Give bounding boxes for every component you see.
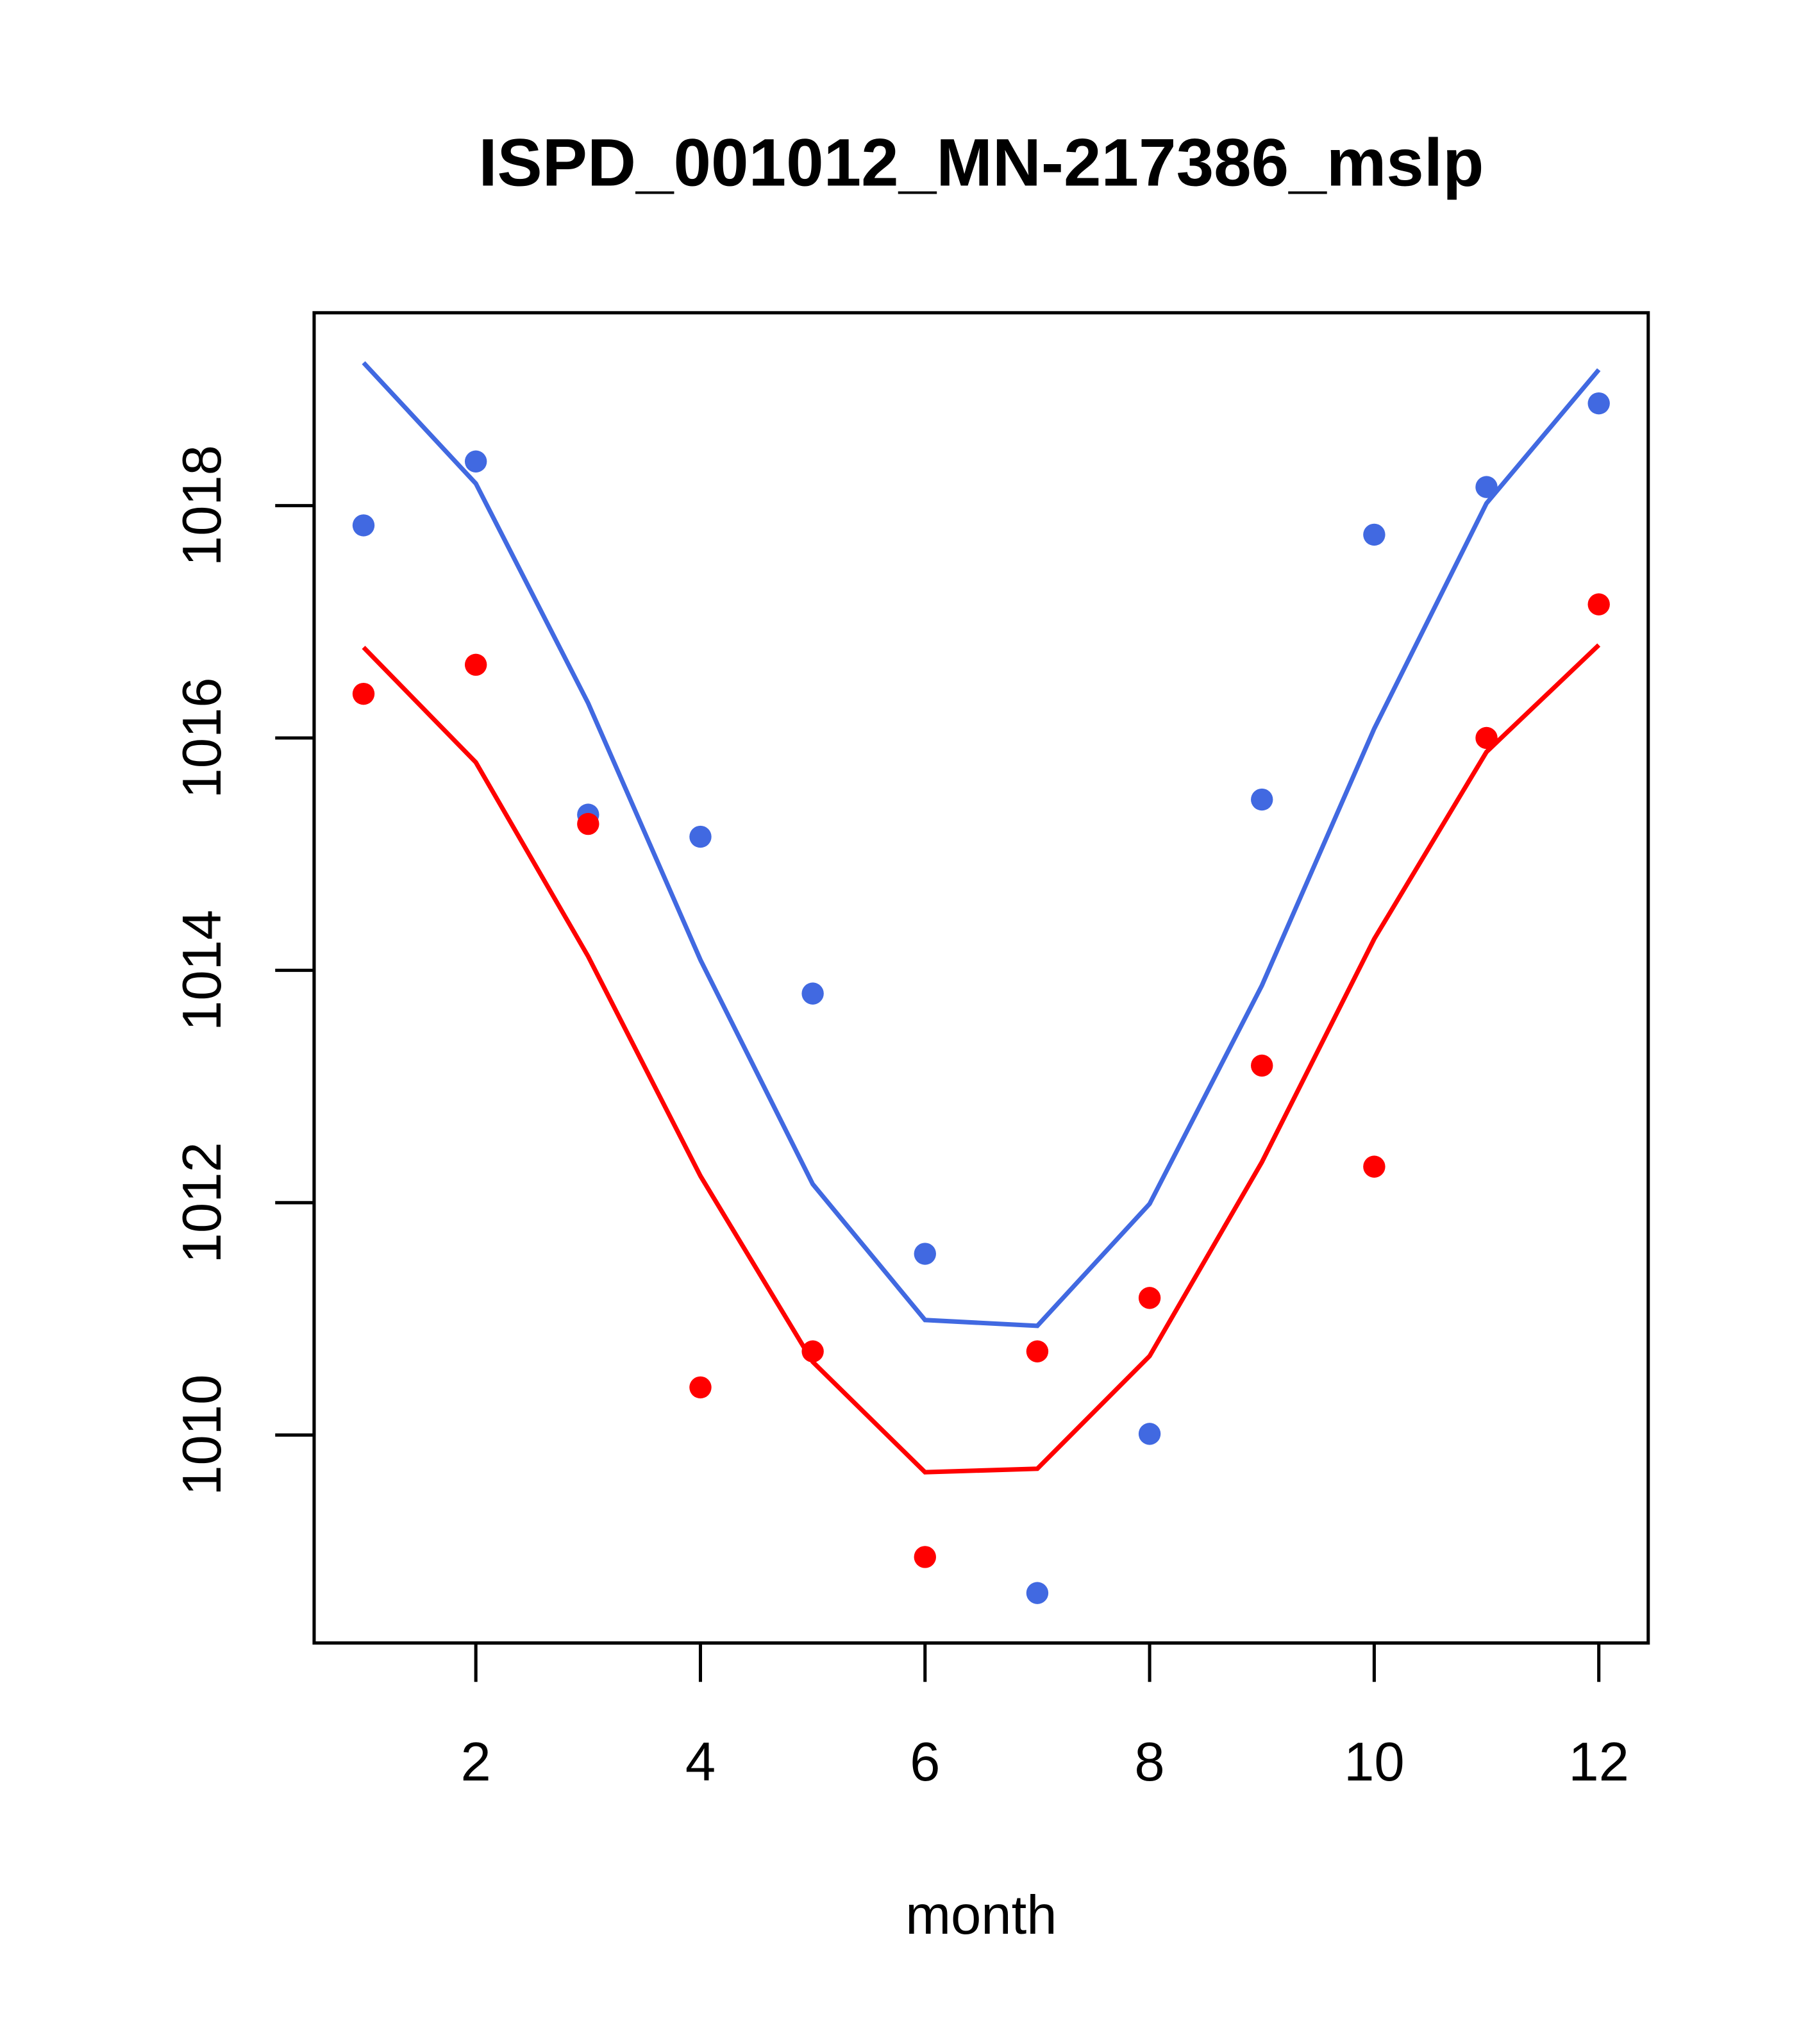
data-point [1138,1423,1161,1445]
x-tick-label: 8 [1134,1732,1164,1793]
series-line-1 [362,643,1601,1475]
y-tick-label: 1014 [172,910,233,1031]
y-tick-label: 1010 [172,1375,233,1496]
data-point [801,1340,824,1362]
data-point [1026,1582,1049,1604]
data-point [689,825,712,848]
x-tick-label: 2 [461,1732,491,1793]
data-point [1587,392,1610,415]
y-tick-label: 1012 [172,1142,233,1263]
data-point [1138,1287,1161,1309]
data-point [352,682,375,705]
data-point [801,982,824,1005]
data-point [1475,726,1498,750]
data-point [464,450,487,473]
data-point [1026,1340,1049,1362]
x-axis: 2 4 6 8 10 12 [461,1641,1629,1793]
series-line-0 [362,361,1601,1328]
data-point [914,1243,936,1265]
x-tick-label: 12 [1568,1732,1629,1793]
data-point [352,514,375,537]
data-point [1363,1155,1386,1178]
data-point [1587,593,1610,616]
data-point [1251,1054,1273,1077]
chart-title: ISPD_001012_MN-217386_mslp [478,125,1484,200]
data-point [914,1546,936,1568]
y-tick-label: 1016 [172,677,233,798]
plot-frame [312,311,1650,1645]
x-tick-label: 4 [685,1732,716,1793]
y-axis: 1010 1012 1014 1016 1018 [172,445,316,1496]
data-point [1251,788,1273,811]
x-axis-label: month [905,1885,1057,1946]
data-point [1363,523,1386,546]
y-tick-label: 1018 [172,445,233,566]
x-tick-label: 10 [1344,1732,1405,1793]
data-point [577,812,599,835]
data-point [464,653,487,676]
data-point [689,1376,712,1399]
data-point [1475,476,1498,498]
x-tick-label: 6 [910,1732,940,1793]
plot-marks [352,361,1610,1604]
